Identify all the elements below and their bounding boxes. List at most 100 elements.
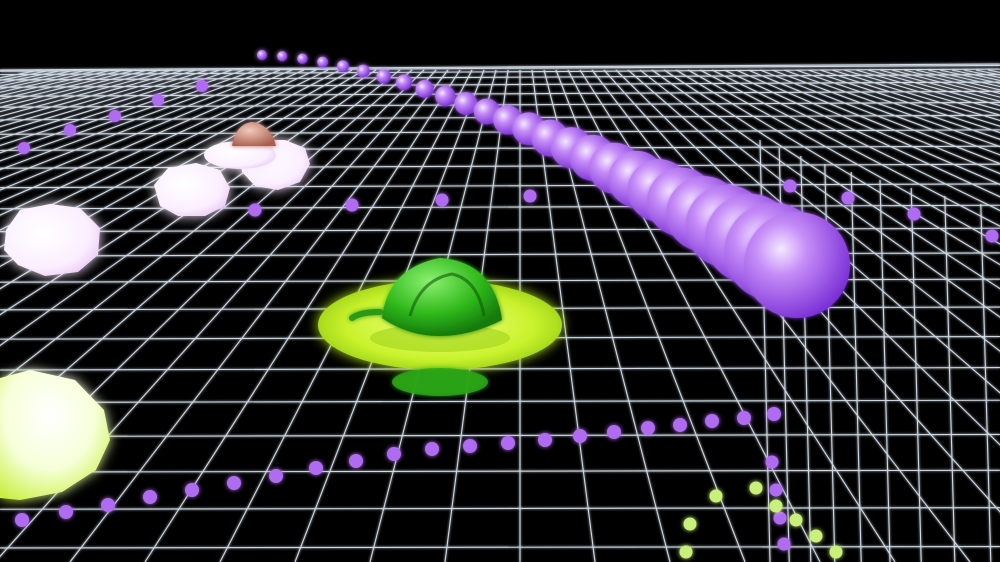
grid-line (910, 187, 922, 562)
snake-segment (435, 85, 456, 107)
pellet (109, 110, 121, 122)
purple-snake-enemy (257, 50, 850, 318)
pellet (463, 439, 477, 453)
pellet (196, 80, 208, 92)
grid-line (850, 171, 862, 562)
grid-line (0, 90, 1000, 97)
pellet (765, 455, 779, 469)
pellet (143, 490, 157, 504)
pellet (425, 442, 439, 456)
grid-line (0, 74, 1000, 81)
snake-segment (356, 64, 370, 78)
pellet (641, 421, 655, 435)
grid-line (0, 69, 341, 248)
pellet (777, 537, 791, 551)
pellet (673, 418, 687, 432)
pellet (737, 411, 751, 425)
grid-line (771, 69, 1000, 156)
white-blob-enemy (4, 204, 100, 276)
pellet (829, 545, 843, 559)
pellet (387, 447, 401, 461)
grid-line (0, 64, 1000, 72)
pellet (607, 425, 621, 439)
pellet (573, 429, 587, 443)
pellet (773, 511, 787, 525)
snake-segment (396, 74, 412, 91)
grid-line (0, 367, 1000, 371)
pellet (538, 433, 552, 447)
white-blob-enemy (204, 141, 276, 169)
grid-line (675, 69, 1000, 266)
pellet (345, 198, 359, 212)
grid-line (0, 69, 317, 216)
grid-line (980, 203, 992, 562)
white-blob-enemy (154, 163, 230, 216)
pellet (523, 189, 537, 203)
grid-line (0, 69, 329, 231)
pellet (709, 489, 723, 503)
grid-line (687, 69, 1000, 245)
pellet-field (15, 80, 999, 559)
snake-segment (257, 50, 267, 60)
grid-line (699, 69, 1000, 227)
pellet (841, 191, 855, 205)
snake-segment (376, 69, 391, 84)
grid-line (69, 69, 449, 562)
pellet (769, 499, 783, 513)
pellet (749, 481, 763, 495)
pellet (767, 407, 781, 421)
pellet (769, 483, 783, 497)
snake-segment (317, 56, 329, 68)
grid-line (723, 69, 1000, 198)
grid-line (0, 399, 1000, 404)
pellet (152, 94, 164, 106)
grid-line (0, 69, 413, 429)
grid-line (0, 63, 1000, 71)
grid-line (0, 69, 281, 180)
pellet (809, 529, 823, 543)
grid-line (615, 69, 1000, 446)
pellet (683, 517, 697, 531)
grid-line (591, 69, 971, 562)
pellet (783, 179, 797, 193)
pellet (248, 203, 262, 217)
grid-line (711, 69, 1000, 212)
grid-line (0, 69, 245, 154)
grid-line (627, 69, 1000, 394)
lime-blob-enemy (0, 370, 110, 500)
grid-line (0, 69, 293, 191)
player-ship (318, 258, 562, 396)
pellet (985, 229, 999, 243)
pellet (185, 483, 199, 497)
grid-line (0, 101, 1000, 108)
grid-line (747, 69, 1000, 175)
snake-segment (337, 60, 349, 73)
pellet (64, 124, 76, 136)
pellet (679, 545, 693, 559)
grid-line (0, 69, 269, 171)
pellet (59, 505, 73, 519)
grid-line (639, 69, 1000, 352)
snake-segment (277, 51, 288, 62)
pellet (501, 436, 515, 450)
grid-line (603, 69, 1000, 513)
snake-segment (744, 212, 850, 318)
snake-segment (297, 53, 308, 64)
grid-line (651, 69, 1000, 318)
snake-segment (473, 98, 500, 125)
grid-line (879, 179, 891, 562)
grid-line (735, 69, 1000, 186)
grid-line (144, 69, 461, 562)
pellet (789, 513, 803, 527)
grid-line (663, 69, 1000, 290)
pellet (907, 207, 921, 221)
pellet (435, 193, 449, 207)
capped-enemy (232, 122, 276, 146)
grid-line (759, 69, 1000, 165)
grid-line (944, 195, 956, 562)
pellet (309, 461, 323, 475)
snake-segment (415, 80, 434, 98)
pellet (227, 476, 241, 490)
snake-segment (454, 92, 478, 115)
